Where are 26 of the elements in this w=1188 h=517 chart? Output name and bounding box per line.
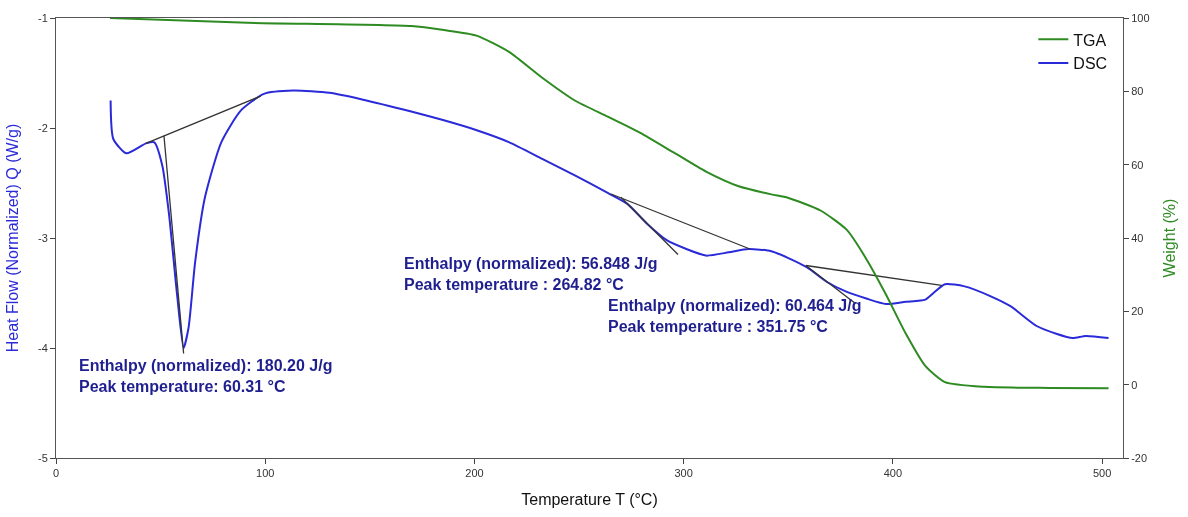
y2-tick-label: 40: [1131, 231, 1144, 244]
y-tick-label: -3: [38, 231, 48, 244]
x-tick-label: 0: [52, 467, 60, 480]
x-tick-label: 300: [674, 467, 693, 480]
legend-label: TGA: [1073, 31, 1107, 49]
y2-tick-label: 0: [1131, 378, 1138, 391]
y2-tick-label: 60: [1131, 158, 1144, 171]
legend-label: DSC: [1073, 55, 1108, 73]
x-tick-label: 500: [1092, 467, 1112, 480]
y-tick-label: -1: [38, 11, 48, 24]
annotation: Enthalpy (normalized): 60.464 J/g Peak temperature : 351.75 °C: [608, 297, 862, 335]
x-tick-label: 400: [883, 467, 903, 480]
annotation: Enthalpy (normalized): 56.848 J/g Peak temperature : 264.82 °C: [404, 255, 658, 293]
x-axis-title: Temperature T (°C): [521, 490, 658, 508]
y-axis-title: Heat Flow (Normalized) Q (W/g): [3, 123, 21, 353]
y2-tick-label: 80: [1131, 85, 1144, 98]
y2-axis-title: Weight (%): [1161, 198, 1179, 278]
x-tick-label: 200: [465, 467, 484, 480]
x-tick-label: 100: [256, 467, 275, 480]
y2-tick-label: -20: [1131, 451, 1148, 464]
y2-tick-label: 20: [1131, 305, 1144, 318]
y-tick-label: -5: [38, 451, 48, 464]
annotation: Enthalpy (normalized): 180.20 J/g Peak temperature: 60.31 °C: [79, 357, 333, 395]
y2-tick-label: 100: [1131, 11, 1150, 24]
y-tick-label: -2: [38, 121, 48, 134]
y-tick-label: -4: [38, 341, 48, 354]
